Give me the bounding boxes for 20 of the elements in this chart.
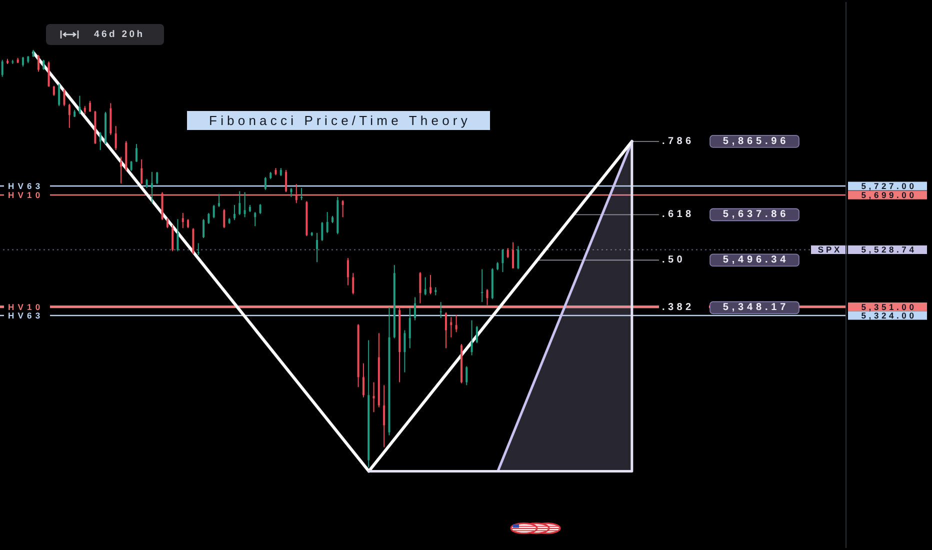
y-tick-label: 5,727.00 [861, 181, 917, 192]
y-tick-label: 5,699.00 [861, 190, 917, 200]
ref-line-label: HV63 [8, 310, 44, 320]
annotation: .50 [662, 254, 686, 266]
ref-line-label: HV63 [8, 181, 44, 192]
annotation: .382 [662, 302, 694, 314]
text: Fibonacci Price/Time Theory [209, 113, 471, 128]
ref-line-label: 5,348.17 [722, 302, 790, 314]
ref-line-label: 5,637.86 [722, 209, 790, 220]
ref-line-label: 5,865.96 [722, 136, 790, 147]
ref-line-label: HV10 [8, 302, 44, 312]
ref-line-label: HV10 [8, 190, 44, 200]
annotation: .786 [662, 136, 694, 147]
y-tick-label: 5,351.00 [861, 302, 917, 312]
y-tick-label: 5,528.74 [861, 244, 917, 255]
y-tick-label: 5,324.00 [861, 310, 917, 320]
annotation: .618 [662, 209, 694, 220]
annotation: 46d 20h [94, 29, 145, 40]
ref-line-label: 5,496.34 [722, 254, 790, 266]
ref-line-label: SPX [818, 244, 842, 255]
